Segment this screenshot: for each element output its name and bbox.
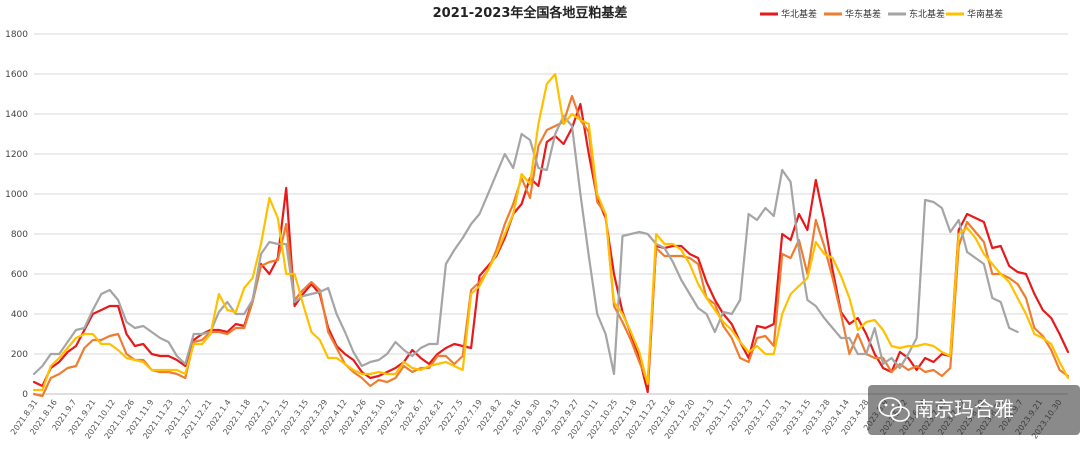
series-lines [32, 72, 1070, 398]
y-tick-label: 1800 [5, 30, 28, 40]
legend-label: 华东基差 [845, 8, 881, 20]
watermark-text: 南京玛合雅 [914, 397, 1014, 421]
y-tick-label: 1600 [5, 70, 28, 80]
watermark: 南京玛合雅 [868, 385, 1080, 435]
y-axis: 0 200 400 600 800 1000 1200 1400 1600 1800 [5, 30, 28, 400]
grid-lines [34, 33, 1068, 395]
legend-label: 华北基差 [781, 8, 817, 20]
series-line-4 [32, 72, 1070, 392]
y-tick-label: 200 [11, 350, 28, 360]
y-tick-label: 400 [11, 310, 28, 320]
chart-title: 2021-2023年全国各地豆粕基差 [433, 5, 628, 21]
y-tick-label: 1200 [5, 150, 28, 160]
y-tick-label: 1000 [5, 190, 28, 200]
series-line-3 [32, 114, 1019, 376]
y-tick-label: 0 [22, 390, 28, 400]
legend-label: 华南基差 [967, 8, 1003, 20]
watermark-background [868, 385, 1080, 435]
wechat-icon [878, 397, 910, 422]
y-tick-label: 600 [11, 270, 28, 280]
chart-legend: 华北基差 华东基差 东北基差 华南基差 [760, 8, 1003, 20]
legend-label: 东北基差 [909, 8, 945, 20]
y-tick-label: 1400 [5, 110, 28, 120]
series-line-2 [32, 94, 1070, 398]
y-tick-label: 800 [11, 230, 28, 240]
